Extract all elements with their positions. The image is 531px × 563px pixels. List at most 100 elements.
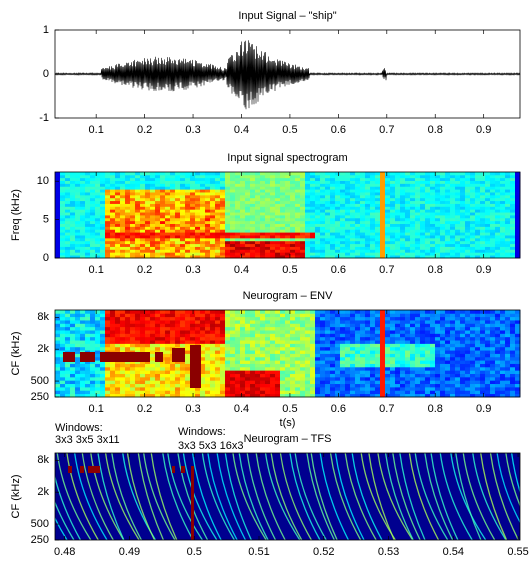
heatmap-cell: [450, 340, 456, 344]
heatmap-cell: [495, 174, 501, 179]
heatmap-cell: [370, 252, 376, 256]
heatmap-cell: [285, 350, 291, 354]
heatmap-cell: [305, 172, 311, 176]
heatmap-cell: [80, 340, 86, 344]
heatmap-cell: [185, 346, 191, 351]
heatmap-cell: [220, 237, 226, 242]
heatmap-cell: [360, 336, 366, 341]
heatmap-cell: [325, 194, 331, 199]
heatmap-cell: [430, 330, 436, 334]
heatmap-cell: [300, 194, 306, 199]
heatmap-cell: [140, 194, 146, 199]
heatmap-cell: [180, 177, 186, 181]
heatmap-cell: [335, 313, 341, 318]
heatmap-cell: [175, 310, 181, 314]
heatmap-cell: [310, 209, 316, 213]
heatmap-cell: [270, 212, 276, 216]
heatmap-cell: [235, 197, 241, 202]
heatmap-cell: [80, 217, 86, 222]
heatmap-cell: [235, 174, 241, 179]
heatmap-cell: [270, 177, 276, 181]
heatmap-cell: [320, 197, 326, 202]
heatmap-cell: [295, 223, 301, 227]
heatmap-cell: [180, 209, 186, 213]
heatmap-cell: [95, 343, 101, 348]
heatmap-cell: [450, 215, 456, 219]
heatmap-cell: [140, 326, 146, 331]
panel-title: Input signal spectrogram: [227, 152, 347, 164]
heatmap-cell: [350, 373, 356, 378]
heatmap-cell: [295, 237, 301, 242]
heatmap-cell: [410, 383, 416, 388]
heatmap-cell: [110, 383, 116, 388]
heatmap-cell: [155, 217, 161, 222]
heatmap-cell: [470, 177, 476, 181]
heatmap-cell: [385, 217, 391, 222]
heatmap-cell: [105, 363, 111, 368]
heatmap-cell: [215, 370, 221, 374]
heatmap-cell: [90, 320, 96, 324]
heatmap-cell: [175, 235, 181, 239]
heatmap-cell: [60, 326, 66, 331]
heatmap-cell: [130, 346, 136, 351]
heatmap-cell: [420, 255, 426, 259]
heatmap-cell: [325, 343, 331, 348]
heatmap-cell: [230, 183, 236, 187]
heatmap-cell: [290, 217, 296, 222]
heatmap-cell: [340, 390, 346, 395]
heatmap-cell: [405, 183, 411, 187]
heatmap-cell: [135, 326, 141, 331]
heatmap-cell: [200, 206, 206, 210]
heatmap-cell: [265, 203, 271, 207]
heatmap-cell: [135, 203, 141, 207]
heatmap-cell: [515, 252, 521, 256]
heatmap-cell: [170, 343, 176, 348]
heatmap-cell: [455, 363, 461, 368]
heatmap-cell: [295, 192, 301, 196]
heatmap-cell: [145, 366, 151, 371]
heatmap-cell: [495, 226, 501, 230]
heatmap-cell: [330, 229, 336, 233]
heatmap-cell: [390, 330, 396, 334]
heatmap-cell: [440, 340, 446, 344]
heatmap-cell: [290, 356, 296, 361]
heatmap-cell: [90, 370, 96, 374]
heatmap-cell: [255, 174, 261, 179]
heatmap-cell: [330, 353, 336, 358]
heatmap-cell: [205, 252, 211, 256]
heatmap-cell: [360, 197, 366, 202]
heatmap-cell: [350, 194, 356, 199]
heatmap-cell: [55, 353, 61, 358]
heatmap-cell: [360, 356, 366, 361]
heatmap-cell: [415, 380, 421, 385]
heatmap-cell: [380, 192, 386, 196]
heatmap-cell: [510, 220, 516, 224]
heatmap-cell: [390, 174, 396, 179]
heatmap-cell: [105, 336, 111, 341]
heatmap-cell: [205, 209, 211, 213]
heatmap-cell: [280, 393, 286, 398]
heatmap-cell: [370, 380, 376, 385]
heatmap-cell: [295, 330, 301, 334]
heatmap-cell: [510, 194, 516, 199]
heatmap-cell: [310, 192, 316, 196]
heatmap-cell: [470, 255, 476, 259]
heatmap-cell: [350, 197, 356, 202]
heatmap-cell: [335, 246, 341, 250]
heatmap-cell: [405, 353, 411, 358]
heatmap-cell: [240, 336, 246, 341]
heatmap-cell: [285, 380, 291, 385]
heatmap-cell: [245, 393, 251, 398]
heatmap-cell: [300, 350, 306, 354]
heatmap-cell: [100, 333, 106, 338]
heatmap-cell: [125, 366, 131, 371]
heatmap-cell: [410, 183, 416, 187]
heatmap-cell: [75, 350, 81, 354]
heatmap-cell: [330, 223, 336, 227]
heatmap-cell: [215, 383, 221, 388]
heatmap-cell: [315, 320, 321, 324]
heatmap-cell: [370, 197, 376, 202]
heatmap-cell: [485, 209, 491, 213]
heatmap-cell: [380, 246, 386, 250]
heatmap-cell: [410, 174, 416, 179]
